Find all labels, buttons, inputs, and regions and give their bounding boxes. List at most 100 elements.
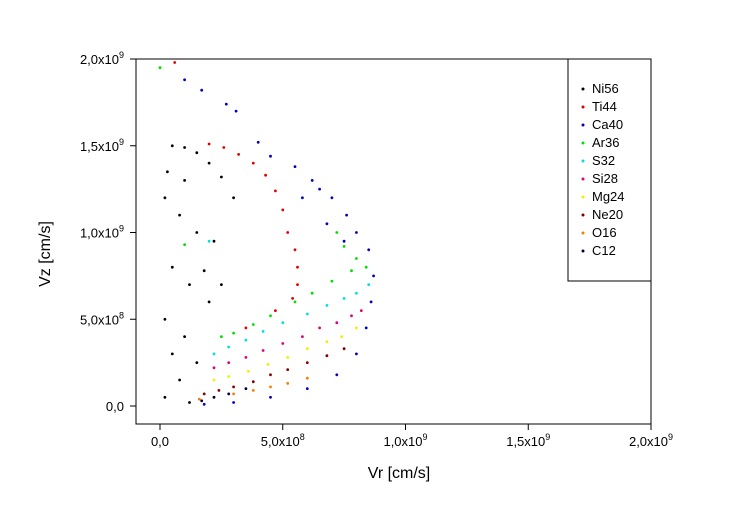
data-point (325, 354, 329, 358)
legend-marker (581, 195, 585, 199)
data-point (251, 323, 255, 326)
data-point (227, 361, 231, 364)
data-point (212, 378, 216, 382)
y-tick-label-exponent: 9 (119, 50, 124, 60)
data-point (163, 196, 167, 200)
data-point (170, 265, 174, 269)
legend-label: O16 (592, 225, 617, 240)
data-point (232, 331, 236, 335)
x-tick-label-mantissa: 5,0x10 (261, 434, 300, 449)
data-point (220, 335, 223, 338)
data-point (158, 66, 162, 70)
data-point (163, 395, 167, 399)
data-point (222, 146, 226, 149)
y-tick-label: 5,0x108 (80, 310, 124, 327)
data-point (195, 151, 199, 155)
y-axis-title: Vz [cm/s] (37, 221, 54, 287)
data-point (293, 248, 297, 252)
legend-marker (581, 123, 585, 127)
data-point (342, 239, 346, 243)
data-point (251, 389, 255, 392)
data-point (350, 269, 353, 273)
data-point (202, 392, 206, 396)
data-point (195, 361, 199, 364)
data-point (256, 140, 260, 144)
data-point (372, 274, 375, 278)
x-tick-label-exponent: 9 (423, 432, 428, 442)
data-point (274, 309, 277, 312)
legend-marker (581, 141, 585, 145)
data-point (195, 231, 199, 234)
data-point (251, 380, 255, 384)
data-point (251, 161, 255, 165)
data-point (325, 222, 329, 226)
data-point (281, 208, 285, 212)
legend-label: Si28 (592, 171, 618, 186)
y-tick-label-mantissa: 5,0x10 (80, 312, 119, 327)
data-point (286, 231, 290, 234)
series-si28 (212, 309, 363, 370)
y-tick-label-exponent: 9 (119, 224, 124, 234)
data-point (335, 231, 339, 234)
series-ti44 (173, 61, 299, 330)
data-point (330, 279, 334, 283)
data-point (293, 165, 297, 169)
data-point (274, 189, 277, 193)
series-ca40 (183, 78, 375, 406)
legend-marker (581, 159, 585, 163)
data-point (291, 297, 294, 300)
legend-marker (581, 87, 585, 91)
data-point (266, 363, 270, 366)
axis-ticks: 0,0 5,0x108 1,0x109 1,5x109 2,0x1090,05,0x10… (80, 50, 673, 449)
data-point (227, 345, 231, 349)
data-point (224, 102, 228, 106)
data-point (325, 340, 329, 344)
legend-marker (581, 213, 585, 217)
data-point (305, 387, 309, 390)
data-point (367, 248, 371, 252)
legend-item: S32 (581, 153, 615, 168)
data-point (212, 366, 216, 370)
legend-label: Ti44 (592, 99, 617, 114)
data-point (163, 317, 167, 321)
legend-item: O16 (581, 225, 617, 240)
data-point (212, 239, 216, 243)
legend-label: Ni56 (592, 81, 619, 96)
y-tick-label-mantissa: 2,0x10 (80, 52, 119, 67)
data-point (188, 283, 191, 286)
y-tick-label-exponent: 8 (119, 310, 124, 320)
data-point (220, 175, 223, 179)
data-point (200, 88, 204, 92)
legend-label: Ar36 (592, 135, 619, 150)
data-point (305, 376, 309, 380)
legend-label: S32 (592, 153, 615, 168)
data-point (207, 161, 211, 165)
data-point (305, 347, 309, 351)
data-point (188, 401, 191, 404)
x-tick-label: 5,0x108 (261, 432, 305, 449)
legend-label: Ca40 (592, 117, 623, 132)
data-point (345, 213, 348, 217)
data-point (318, 326, 321, 330)
y-tick-label-mantissa: 1,0x10 (80, 226, 119, 241)
data-point (350, 314, 353, 318)
x-tick-label-exponent: 9 (668, 432, 673, 442)
y-tick-label: 0,0 (106, 399, 124, 414)
data-point (234, 109, 238, 113)
data-point (227, 392, 231, 396)
data-point (183, 146, 187, 149)
data-point (301, 196, 304, 200)
data-point (202, 269, 206, 273)
data-point (318, 187, 321, 191)
data-point (264, 173, 267, 177)
data-point (305, 312, 309, 316)
data-point (355, 352, 358, 356)
legend-label: Ne20 (592, 207, 623, 222)
legend-marker (581, 105, 585, 109)
data-point (183, 243, 187, 247)
x-tick-label-mantissa: 2,0x10 (629, 434, 668, 449)
data-point (220, 283, 223, 286)
data-point (342, 245, 346, 248)
series-ar36 (158, 66, 368, 338)
legend-label: Mg24 (592, 189, 625, 204)
